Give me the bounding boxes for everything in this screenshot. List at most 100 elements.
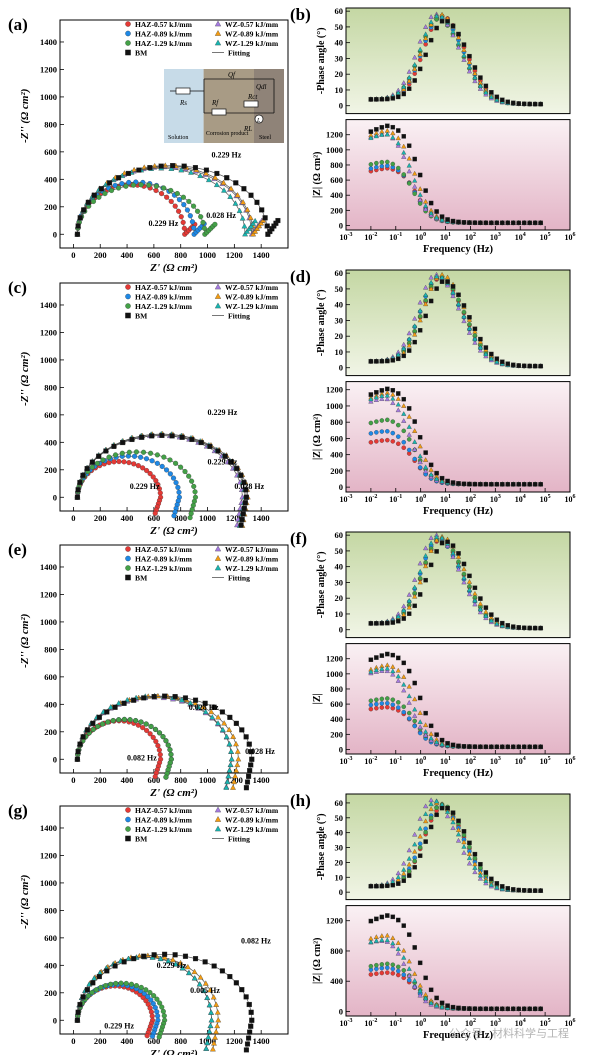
modulus-point [379,393,385,398]
data-point [141,695,147,701]
phase-point [478,861,483,867]
modulus-point [385,696,390,701]
phase-series [368,11,544,107]
modulus-point [406,710,412,716]
phase-point [417,841,423,846]
modulus-point [417,459,423,465]
data-point [141,449,147,455]
x-tick-exponent: 2 [473,756,476,762]
data-point [180,219,186,225]
data-point [106,454,112,460]
modulus-point [379,418,385,423]
modulus-point [521,744,527,750]
modulus-point [406,437,412,442]
legend-marker [214,39,222,46]
modulus-point [396,422,401,428]
panel-letter: (c) [8,278,27,297]
modulus-point [521,1006,527,1012]
y-tick-label: 1000 [326,401,343,411]
data-point [89,464,95,470]
data-point [206,1001,213,1008]
modulus-point [417,453,423,459]
modulus-point [423,457,429,462]
data-point [243,1047,249,1053]
x-tick-label: 101 [440,756,451,766]
data-point [116,459,122,465]
modulus-point [511,744,516,750]
modulus-point [368,166,374,171]
modulus-point [374,439,379,444]
data-point [197,172,204,178]
modulus-point [516,1006,521,1012]
data-point [234,761,241,768]
data-point [153,183,159,189]
x-tick-label: 10-1 [389,1018,402,1028]
inset-steel-region [254,69,284,143]
phase-point [494,94,500,100]
data-point [145,994,151,1000]
phase-point [538,888,543,893]
x-tick-label: 102 [465,494,476,504]
data-point [178,214,184,220]
x-tick-exponent: 2 [473,494,476,500]
modulus-point [428,200,434,206]
modulus-point [396,434,401,439]
phase-point [396,94,401,100]
data-point [223,784,230,790]
data-point [91,192,97,198]
x-axis-label: Frequency (Hz) [423,768,494,779]
data-point [129,436,135,443]
watermark-text: 公众号 · 材料科学与工程 [449,1028,569,1040]
phase-point [461,829,467,834]
data-point [75,223,81,229]
modulus-point [412,718,417,724]
modulus-point [401,143,407,149]
phase-point [374,97,379,102]
data-point [94,460,100,466]
x-tick-exponent: 5 [548,232,551,238]
modulus-point [390,161,396,167]
modulus-point [385,417,390,423]
data-point [84,727,90,733]
phase-point [379,621,385,626]
data-point [233,767,240,773]
x-tick-label: 1400 [253,775,270,785]
data-point [219,709,225,715]
y-tick-label: 800 [330,160,343,170]
phase-point [511,887,516,892]
data-point [115,700,122,706]
data-point [232,773,239,779]
modulus-point [423,206,429,212]
data-point [157,490,163,496]
inset-inductor [254,114,264,124]
frequency-annotation: 0.229 Hz [130,482,160,491]
legend-marker [125,49,131,56]
data-point [141,953,147,959]
modulus-point [396,968,401,974]
phase-point [428,298,434,304]
modulus-point [385,123,390,129]
data-point [247,768,253,774]
phase-point [455,305,462,311]
modulus-point [445,478,450,484]
data-point [246,1001,252,1008]
modulus-point [521,220,527,226]
y-axis-label: -Phase angle (°) [316,289,327,356]
phase-point [428,562,434,568]
panel-letter: (d) [290,267,311,286]
modulus-point [532,744,538,750]
phase-point [477,339,483,344]
x-tick-exponent: 1 [448,1018,451,1024]
data-point [138,719,144,725]
modulus-point [374,160,379,166]
phase-point [368,621,374,626]
phase-frame [345,7,571,115]
modulus-point [368,706,374,712]
y-tick-label: 1000 [40,617,57,627]
y-axis-label: -Phase angle (°) [316,27,327,94]
data-point [215,1017,222,1023]
legend-label: WZ-0.89 kJ/mm [225,555,279,564]
modulus-point [396,165,401,171]
modulus-point [390,387,396,393]
